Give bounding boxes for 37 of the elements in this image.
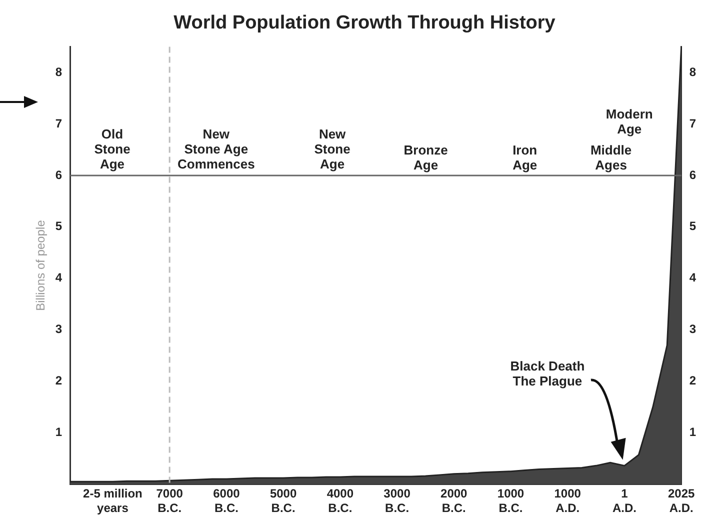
y2-tick-label: 3 (689, 322, 696, 336)
y-axis-title: Billions of people (34, 220, 48, 311)
x-tick-label: 7000 B.C. (156, 486, 184, 516)
x-tick-label: 1000 B.C. (497, 486, 524, 516)
y-tick-label: 2 (55, 374, 62, 388)
x-tick-label: 5000 B.C. (270, 486, 297, 516)
y2-tick-label: 8 (689, 64, 696, 79)
x-tick-label: 3000 B.C. (384, 486, 411, 516)
y-tick-label: 1 (55, 425, 62, 440)
x-tick-label: 1000 A.D. (554, 486, 582, 516)
y2-tick-label: 2 (689, 374, 696, 388)
chart-title: World Population Growth Through History (174, 12, 556, 34)
annotation: New Stone Age (314, 126, 350, 172)
x-tick-label: 2-5 million years (83, 486, 142, 516)
y2-tick-label: 1 (689, 425, 696, 440)
x-tick-label: 2000 B.C. (440, 486, 468, 516)
y-tick-label: 8 (55, 64, 62, 79)
y2-tick-label: 7 (689, 116, 696, 130)
y-tick-label: 4 (55, 270, 62, 285)
x-tick-label: 6000 B.C. (213, 486, 240, 516)
y2-tick-label: 6 (689, 168, 696, 182)
x-tick-label: 4000 B.C. (326, 486, 354, 516)
y-tick-label: 3 (55, 322, 62, 336)
y2-tick-label: 5 (689, 219, 696, 234)
annotation: Iron Age (512, 142, 538, 172)
annotation: New Stone Age Commences (178, 126, 255, 172)
annotation: Modern Age (606, 106, 653, 137)
annotation: Bronze Age (404, 142, 448, 172)
y-tick-label: 5 (55, 219, 62, 234)
annotation: Middle Ages (590, 142, 632, 172)
y2-tick-label: 4 (689, 270, 696, 285)
y-tick-label: 7 (55, 116, 62, 130)
annotation: Black Death The Plague (510, 358, 585, 388)
x-tick-label: 2025 A.D. (668, 486, 695, 516)
annotation: Old Stone Age (94, 126, 130, 172)
y-tick-label: 6 (55, 168, 62, 182)
x-tick-label: 1 A.D. (612, 486, 636, 516)
